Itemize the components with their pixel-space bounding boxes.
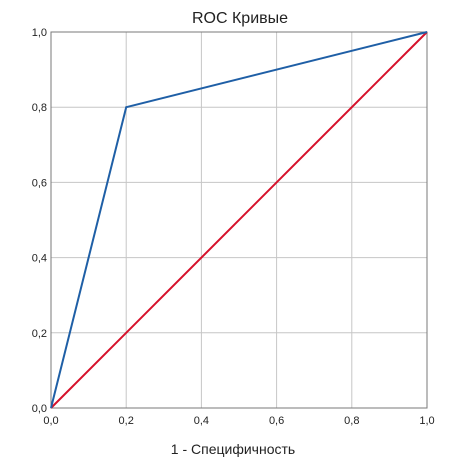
x-tick-label: 0,2 bbox=[119, 415, 134, 427]
x-tick-label: 1,0 bbox=[419, 415, 434, 427]
series-group bbox=[50, 31, 428, 409]
x-tick-label: 0,4 bbox=[194, 415, 209, 427]
x-tick-label: 0,0 bbox=[43, 415, 58, 427]
chart-title: ROC Кривые bbox=[192, 10, 288, 27]
tick-labels: 0,0 0,2 0,4 0,6 0,8 1,0 0,0 0,2 0,4 0,6 0,8 1,0 bbox=[32, 27, 435, 427]
x-tick-label: 0,6 bbox=[269, 415, 284, 427]
y-tick-label: 0,0 bbox=[32, 403, 47, 415]
plot-frame bbox=[50, 31, 428, 409]
y-tick-label: 1,0 bbox=[32, 27, 47, 39]
reference-line bbox=[50, 31, 428, 409]
y-tick-label: 0,8 bbox=[32, 102, 47, 114]
x-axis-label: 1 - Специфичность bbox=[171, 441, 295, 457]
y-tick-label: 0,2 bbox=[32, 328, 47, 340]
x-tick-label: 0,8 bbox=[344, 415, 359, 427]
grid bbox=[51, 32, 427, 408]
roc-curve-line bbox=[50, 31, 428, 409]
y-tick-label: 0,4 bbox=[32, 253, 47, 265]
y-tick-label: 0,6 bbox=[32, 177, 47, 189]
